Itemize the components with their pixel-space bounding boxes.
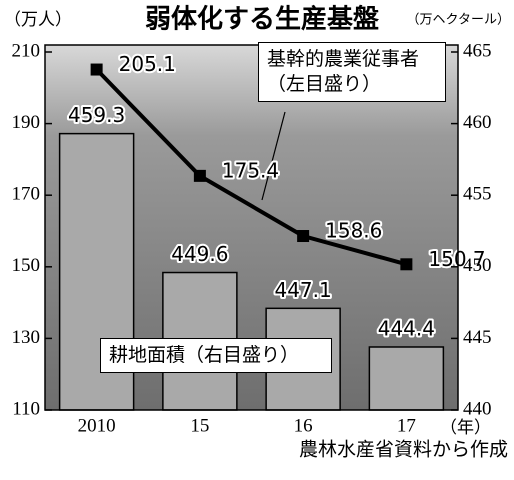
line-marker [90, 63, 103, 76]
plot-frame [44, 44, 459, 411]
bar-series-label: 耕地面積（右目盛り） [100, 338, 332, 373]
y-tick-label: 170 [12, 184, 41, 205]
line-value-label: 158.6 [325, 219, 382, 243]
line [95, 68, 407, 267]
line-marker [193, 169, 206, 182]
bar-value-label: 459.3 [68, 103, 125, 127]
line-value-label: 150.7 [428, 247, 485, 271]
x-axis-unit: （年） [440, 418, 491, 438]
y2-tick-label: 450 [463, 255, 492, 276]
bar-value-label: 444.4 [378, 316, 435, 340]
y2-tick-label: 465 [463, 40, 492, 61]
y-tick-label: 130 [12, 327, 41, 348]
line-series-label: 基幹的農業従事者（左目盛り） [258, 42, 446, 102]
y2-tick-label: 440 [463, 398, 492, 419]
line-marker [297, 230, 310, 243]
bar-value-label: 447.1 [274, 278, 331, 302]
annotation-pointer [261, 111, 286, 201]
x-tick-label: 17 [397, 415, 416, 436]
y-tick-label: 210 [12, 40, 41, 61]
line-value-label: 175.4 [222, 158, 279, 182]
y-tick-label: 150 [12, 255, 41, 276]
y2-tick-label: 455 [463, 184, 492, 205]
x-tick-label: 15 [190, 415, 209, 436]
line-value-label: 205.1 [119, 52, 176, 76]
x-tick-label: 16 [294, 415, 313, 436]
source-note: 農林水産省資料から作成 [299, 439, 508, 461]
chart-title: 弱体化する生産基盤 [145, 4, 380, 35]
y-axis-unit: （万人） [4, 10, 72, 30]
line-marker [400, 258, 413, 271]
y-tick-label: 190 [12, 112, 41, 133]
y-tick-label: 110 [12, 398, 40, 419]
y2-axis-unit: （万ヘクタール） [407, 13, 510, 28]
y2-tick-label: 460 [463, 112, 492, 133]
x-tick-label: 2010 [78, 415, 116, 436]
y2-tick-label: 445 [463, 327, 492, 348]
bar [368, 346, 445, 411]
bar-value-label: 449.6 [171, 242, 228, 266]
